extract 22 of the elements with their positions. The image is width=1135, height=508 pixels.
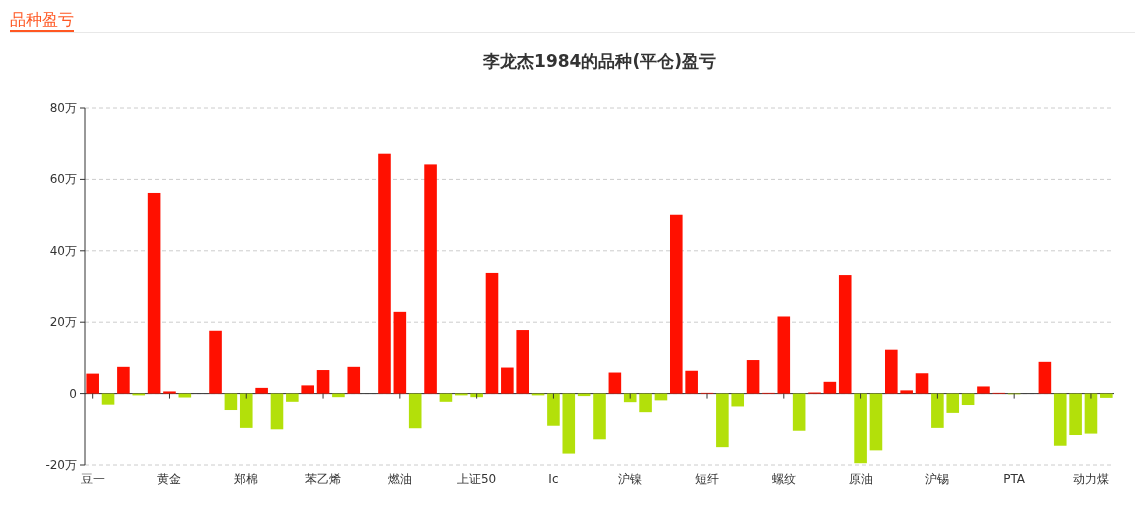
x-tick-label: Ic <box>548 472 559 486</box>
x-tick-label: 动力煤 <box>1072 472 1109 486</box>
x-tick-label: 短纤 <box>695 472 720 486</box>
y-tick-label: -20万 <box>45 458 77 472</box>
chart-title: 李龙杰1984的品种(平仓)盈亏 <box>482 51 716 71</box>
x-tick-label: PTA <box>1003 472 1026 486</box>
x-tick-label: 郑棉 <box>234 472 259 486</box>
x-tick-label: 豆一 <box>80 472 105 486</box>
y-tick-label: 40万 <box>49 243 77 258</box>
x-tick-label: 沪锡 <box>925 472 950 486</box>
y-tick-label: 60万 <box>49 172 77 187</box>
x-tick-label: 黄金 <box>157 472 182 486</box>
y-tick-label: 80万 <box>49 101 77 115</box>
x-tick-label: 原油 <box>848 472 873 486</box>
x-tick-label: 苯乙烯 <box>305 472 342 486</box>
x-tick-label: 燃油 <box>387 472 412 486</box>
text: 品种盈亏 <box>10 10 74 29</box>
y-tick-label: 20万 <box>49 315 77 330</box>
x-tick-label: 螺纹 <box>771 472 796 486</box>
x-tick-label: 上证50 <box>456 472 497 486</box>
x-tick-label: 沪镍 <box>618 472 643 486</box>
y-tick-label: 0 <box>69 386 77 401</box>
